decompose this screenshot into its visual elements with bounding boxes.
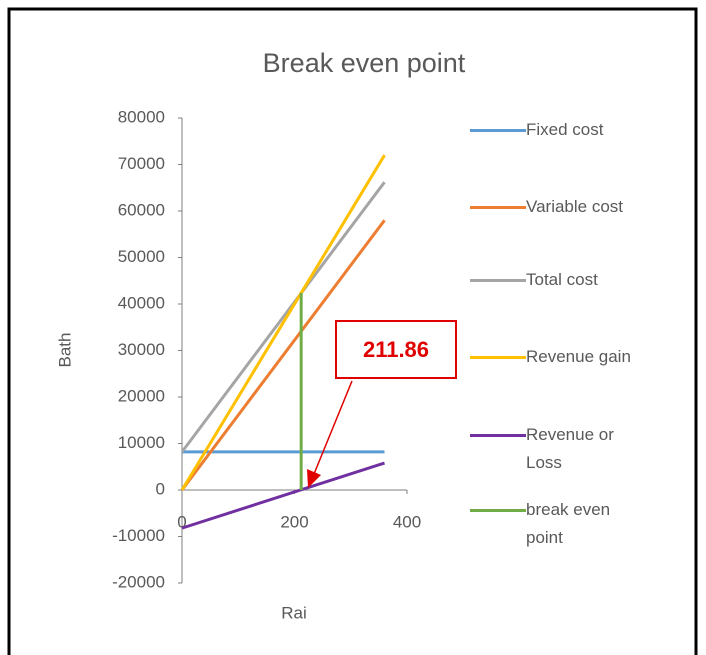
legend-label: Revenue gain [526, 347, 631, 366]
y-tick-label: 50000 [118, 247, 165, 266]
annotation-box [335, 320, 457, 379]
legend-swatch [470, 509, 526, 512]
x-tick-label: 200 [280, 512, 308, 531]
legend-entry: Revenue or Loss [470, 424, 638, 477]
y-tick-label: 0 [156, 479, 165, 498]
annotation-text: 211.86 [363, 337, 429, 362]
legend-entry: Fixed cost [470, 119, 638, 144]
y-tick-label: -10000 [112, 526, 165, 545]
legend-swatch [470, 129, 526, 132]
y-tick-label: 60000 [118, 200, 165, 219]
series-line [180, 154, 386, 491]
annotation-arrow [313, 380, 353, 475]
series-line [180, 181, 386, 453]
legend-entry: break even point [470, 499, 638, 552]
y-tick-label: 20000 [118, 386, 165, 405]
y-tick-label: 70000 [118, 154, 165, 173]
legend-entry: Variable cost [470, 196, 638, 221]
legend-label: Total cost [526, 270, 598, 289]
legend-label: Variable cost [526, 197, 624, 216]
legend-swatch [470, 206, 526, 209]
legend-label: break even point [526, 500, 611, 547]
y-tick-label: 10000 [118, 433, 165, 452]
legend-label: Revenue or Loss [526, 425, 614, 472]
series-line [180, 219, 386, 491]
legend-swatch [470, 434, 526, 437]
y-tick-label: 80000 [118, 107, 165, 126]
series-line [181, 461, 385, 530]
legend-swatch [470, 356, 526, 359]
frame [7, 7, 698, 655]
y-tick-label: 30000 [118, 340, 165, 359]
legend-entry: Total cost [470, 269, 638, 294]
x-tick-label: 0 [177, 512, 186, 531]
legend-swatch [470, 279, 526, 282]
x-axis-label: Rai [281, 603, 307, 622]
y-axis-label: Bath [55, 333, 74, 368]
chart-title: Break even point [263, 48, 466, 78]
x-tick-label: 400 [393, 512, 421, 531]
legend-label: Fixed cost [526, 120, 604, 139]
legend-entry: Revenue gain [470, 346, 638, 371]
y-tick-label: -20000 [112, 572, 165, 591]
annotation-arrowhead [307, 469, 321, 488]
y-tick-label: 40000 [118, 293, 165, 312]
